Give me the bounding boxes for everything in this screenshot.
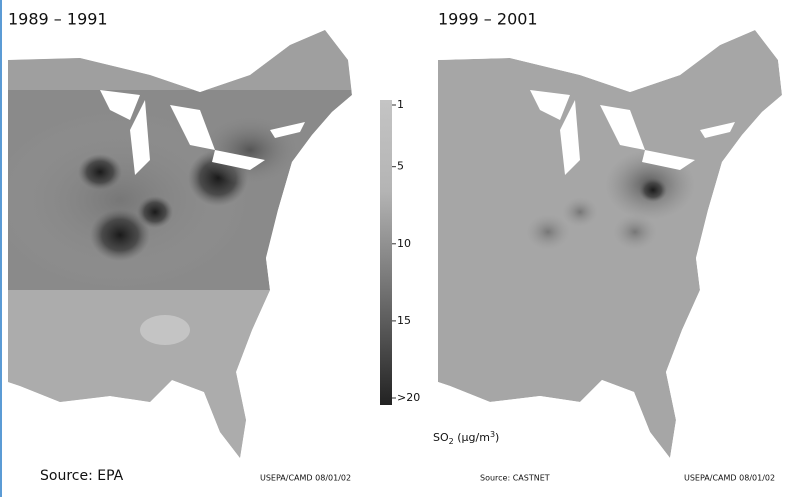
source: Source: CASTNET [480, 474, 550, 483]
tick-label: 5 [397, 160, 404, 173]
unit-label: SO2 (µg/m3) [433, 430, 499, 446]
map-1989 [0, 0, 360, 490]
tick-label: 1 [397, 98, 404, 111]
source: Source: EPA [40, 468, 124, 484]
tick-label: 15 [397, 314, 411, 327]
map-title: 1999 – 2001 [438, 10, 538, 29]
edge-line [0, 0, 2, 497]
map-title: 1989 – 1991 [8, 10, 108, 29]
credit: USEPA/CAMD 08/01/02 [684, 474, 775, 483]
figure: 151015>20 SO2 (µg/m3) 1989 – 1991 1999 –… [0, 0, 791, 497]
color-bar [380, 100, 392, 405]
credit: USEPA/CAMD 08/01/02 [260, 474, 351, 483]
map-1999 [438, 30, 782, 458]
tick-label: 10 [397, 237, 411, 250]
tick-label: >20 [397, 391, 420, 404]
